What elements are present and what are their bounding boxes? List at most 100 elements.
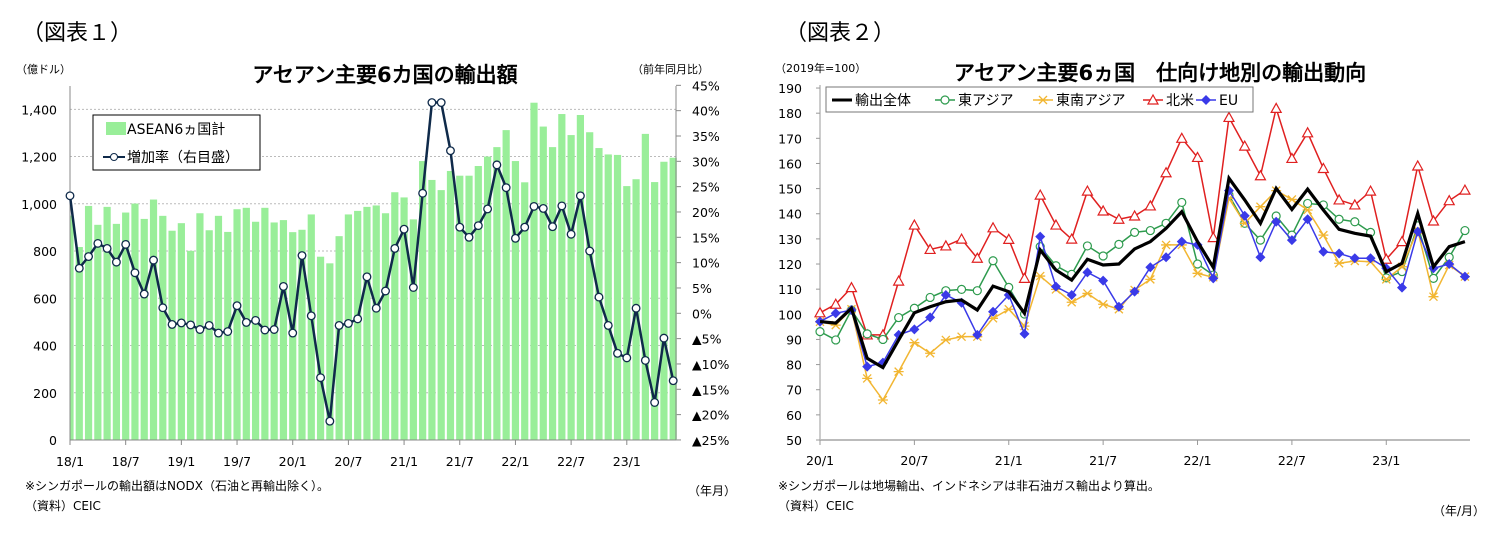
figure2-note: ※シンガポールは地場輸出、インドネシアは非石油ガス輸出より算出。	[778, 478, 1160, 493]
series-point	[1097, 204, 1110, 216]
series-point	[878, 334, 888, 345]
bar	[539, 126, 547, 441]
bar	[641, 133, 649, 440]
series-1	[819, 174, 1466, 370]
series-point	[1035, 231, 1046, 242]
series-point	[862, 373, 873, 383]
series-point	[1349, 253, 1360, 264]
y-left-tick-label: 400	[33, 339, 57, 354]
series-2	[815, 190, 1470, 345]
y-left-tick-label: 1,400	[21, 102, 57, 117]
series-point	[940, 289, 951, 300]
series-point	[1238, 139, 1251, 151]
figure1-left-unit: （億ドル）	[16, 63, 71, 76]
growth-rate-point	[650, 398, 660, 407]
series-point	[1427, 214, 1440, 226]
y-tick-label: 190	[778, 81, 802, 96]
x-tick-label: 20/1	[279, 454, 307, 469]
series-point	[1114, 239, 1124, 250]
series-point	[1161, 240, 1172, 250]
bar	[456, 175, 464, 440]
series-point	[1175, 132, 1188, 143]
growth-rate-point	[631, 303, 641, 313]
series-point	[1144, 199, 1157, 211]
growth-rate-point	[214, 328, 223, 338]
bar	[437, 190, 445, 440]
bar	[70, 215, 74, 440]
bar	[140, 218, 148, 440]
y-right-tick-label: 10%	[692, 256, 720, 271]
series-point	[1192, 268, 1203, 278]
series-point	[1397, 282, 1408, 293]
figure1-source: （資料）CEIC	[25, 499, 101, 513]
bar	[409, 219, 417, 440]
y-right-tick-label: ▲5%	[692, 332, 722, 347]
growth-rate-point	[436, 98, 446, 108]
series-point	[909, 324, 920, 335]
growth-rate-point	[399, 224, 409, 234]
series-line	[819, 174, 1466, 370]
series-point	[1254, 169, 1267, 181]
series-point	[1333, 193, 1346, 205]
growth-rate-point	[232, 301, 242, 311]
series-point	[1191, 151, 1204, 163]
series-point	[1082, 288, 1093, 298]
bar	[214, 215, 223, 440]
series-point	[815, 327, 825, 337]
series-point	[1303, 198, 1313, 209]
series-point	[862, 329, 872, 339]
bar	[604, 154, 612, 440]
series-point	[972, 329, 983, 340]
bar	[122, 212, 130, 440]
series-point	[925, 292, 935, 303]
figure2-chart: 50 60 70 80 90 100 110 120 130 140 150 160 170 180 190…	[778, 81, 1471, 468]
figure1-title: アセアン主要6カ国の輸出額	[252, 63, 517, 87]
bar	[279, 220, 288, 440]
bar	[205, 230, 213, 440]
bar	[159, 215, 167, 440]
series-point	[971, 252, 984, 263]
bar	[131, 203, 139, 440]
y-tick-label: 110	[778, 282, 802, 297]
series-point	[877, 395, 888, 405]
bar	[112, 223, 120, 440]
series-point	[1271, 216, 1282, 227]
growth-rate-point	[622, 353, 632, 363]
growth-rate-point	[139, 289, 149, 299]
growth-rate-point	[640, 355, 650, 365]
growth-rate-point	[316, 373, 326, 383]
series-point	[1334, 258, 1345, 268]
bar	[428, 179, 436, 441]
series-point	[909, 338, 920, 348]
growth-rate-point	[473, 221, 483, 231]
series-point	[1364, 184, 1377, 196]
y-tick-label: 140	[778, 207, 802, 222]
bar	[307, 214, 315, 440]
bar	[326, 263, 334, 440]
y-tick-label: 150	[778, 182, 802, 197]
series-point	[1334, 214, 1344, 224]
series-point	[1255, 235, 1266, 245]
series-point	[1302, 214, 1313, 225]
bar	[623, 186, 631, 440]
bar	[502, 130, 510, 441]
growth-rate-point	[223, 327, 233, 336]
series-point	[1018, 272, 1031, 283]
growth-rate-point	[121, 239, 131, 249]
series-point	[956, 332, 967, 342]
x-tick-label: 21/1	[390, 454, 418, 469]
series-point	[924, 243, 937, 255]
growth-rate-point	[446, 146, 455, 156]
bar	[613, 154, 622, 440]
growth-rate-point	[408, 283, 418, 292]
series-point	[1350, 217, 1360, 227]
series-line	[819, 189, 1466, 402]
series-point	[1286, 235, 1297, 246]
series-3	[815, 186, 1470, 405]
series-point	[1113, 301, 1124, 312]
bar	[474, 166, 482, 440]
series-point	[1082, 267, 1093, 278]
x-tick-label: 23/1	[613, 454, 641, 469]
growth-rate-point	[306, 311, 316, 321]
growth-rate-point	[613, 348, 622, 358]
